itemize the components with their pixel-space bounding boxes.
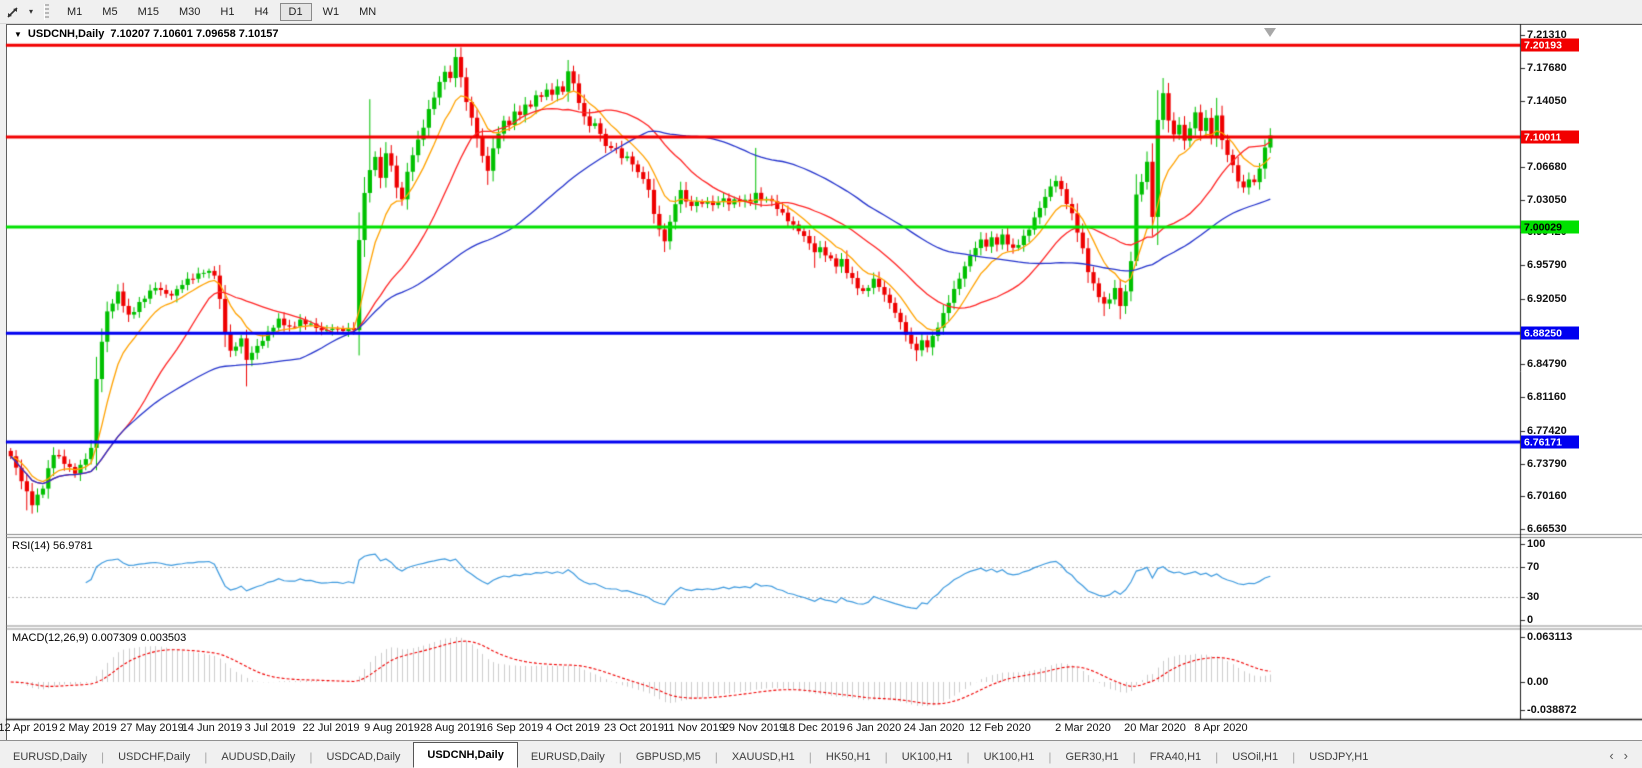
tab-separator: |: [1132, 750, 1136, 764]
toolbar-grip-handle[interactable]: [44, 3, 49, 20]
tab-separator: |: [714, 750, 718, 764]
tab-separator: |: [100, 750, 105, 764]
timeframe-button-M15[interactable]: M15: [137, 5, 159, 18]
tab-scroll-right-icon[interactable]: ›: [1623, 748, 1628, 763]
pointer-tool-icon[interactable]: [2, 2, 24, 21]
tool-dropdown-caret-icon[interactable]: ▾: [28, 7, 33, 16]
tab-scroll-left-icon[interactable]: ‹: [1609, 748, 1614, 763]
chart-tab-XAUUSD-H1[interactable]: XAUUSD,H1: [731, 750, 795, 763]
tab-separator: |: [1292, 750, 1296, 764]
chart-tab-USDCHF-Daily[interactable]: USDCHF,Daily: [118, 750, 191, 763]
tab-separator: |: [618, 750, 622, 764]
timeframe-button-M5[interactable]: M5: [102, 5, 118, 18]
tab-separator: |: [808, 750, 812, 764]
chart-tab-USDCNH-Daily[interactable]: USDCNH,Daily: [413, 742, 518, 768]
timeframe-button-W1[interactable]: W1: [322, 5, 340, 18]
timeframe-button-H4[interactable]: H4: [254, 5, 269, 18]
pointer-tool-glyph: [7, 6, 18, 18]
tab-separator: |: [966, 750, 970, 764]
tab-separator: |: [204, 750, 208, 764]
tab-separator: |: [1215, 750, 1219, 764]
chart-tab-FRA40-H1[interactable]: FRA40,H1: [1149, 750, 1202, 763]
chart-tab-HK50-H1[interactable]: HK50,H1: [825, 750, 871, 763]
toolbar: ▾ M1 M5 M15 M30 H1 H4 D1 W1 MN: [0, 0, 1642, 24]
timeframe-button-H1[interactable]: H1: [220, 5, 235, 18]
tab-separator: |: [309, 750, 313, 764]
timeframe-button-MN[interactable]: MN: [359, 5, 377, 18]
tab-separator: |: [884, 750, 888, 764]
chart-tab-GBPUSD-M5[interactable]: GBPUSD,M5: [635, 750, 701, 763]
tab-scroll-nav: ‹ ›: [1609, 748, 1642, 767]
chart-tab-UK100-H1[interactable]: UK100,H1: [983, 750, 1035, 763]
timeframe-button-M30[interactable]: M30: [178, 5, 201, 18]
timeframe-button-D1[interactable]: D1: [279, 2, 312, 21]
timeframe-button-M1[interactable]: M1: [67, 5, 83, 18]
chart-tab-USOil-H1[interactable]: USOil,H1: [1232, 750, 1279, 763]
chart-tab-EURUSD-Daily[interactable]: EURUSD,Daily: [13, 750, 87, 763]
chart-tab-bar: EURUSD,Daily | USDCHF,Daily | AUDUSD,Daily | U…: [0, 740, 1642, 768]
chart-tab-UK100-H1[interactable]: UK100,H1: [901, 750, 953, 763]
chart-tab-USDJPY-H1[interactable]: USDJPY,H1: [1309, 750, 1369, 763]
chart-tab-EURUSD-Daily[interactable]: EURUSD,Daily: [530, 750, 605, 763]
chart-tab-GER30-H1[interactable]: GER30,H1: [1065, 750, 1119, 763]
chart-tab-USDCAD-Daily[interactable]: USDCAD,Daily: [326, 750, 401, 763]
tab-separator: |: [1048, 750, 1052, 764]
chart-tab-AUDUSD-Daily[interactable]: AUDUSD,Daily: [221, 750, 296, 763]
timeframe-button-group: M1 M5 M15 M30 H1 H4 D1 W1 MN: [57, 2, 386, 21]
